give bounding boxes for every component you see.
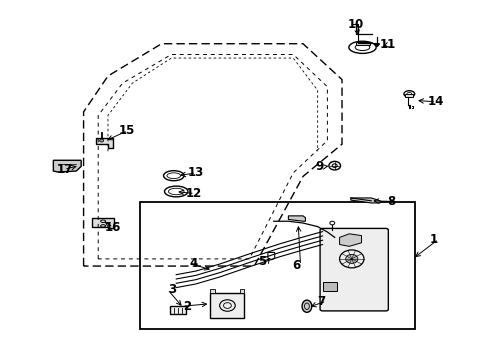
Ellipse shape [345,255,357,264]
Polygon shape [355,42,369,45]
Text: 13: 13 [187,166,203,179]
Text: 16: 16 [104,221,121,234]
Polygon shape [92,218,114,228]
Polygon shape [405,94,412,97]
Polygon shape [170,306,185,315]
Ellipse shape [100,139,103,142]
Text: 15: 15 [119,124,135,137]
Polygon shape [374,44,379,46]
Text: 10: 10 [347,18,363,31]
Polygon shape [288,216,305,221]
Text: 9: 9 [315,160,323,173]
Polygon shape [239,289,244,293]
Polygon shape [350,198,379,203]
Text: 5: 5 [258,255,266,268]
FancyBboxPatch shape [320,228,387,311]
Text: 1: 1 [429,233,437,246]
Polygon shape [322,282,336,291]
Polygon shape [267,252,274,260]
Text: 4: 4 [189,257,198,270]
Ellipse shape [302,300,311,312]
Polygon shape [339,234,361,246]
Polygon shape [210,293,244,318]
Polygon shape [53,160,81,172]
Bar [140,202,414,329]
Text: 3: 3 [168,283,176,296]
Text: 12: 12 [185,187,202,200]
Text: 8: 8 [386,195,395,208]
Text: 6: 6 [291,259,300,272]
Text: 7: 7 [317,295,325,308]
Text: 14: 14 [427,95,443,108]
Text: 17: 17 [57,163,73,176]
Text: 11: 11 [379,38,395,51]
Polygon shape [210,289,215,293]
Ellipse shape [328,161,340,170]
Polygon shape [96,138,113,148]
Text: 2: 2 [183,300,190,313]
